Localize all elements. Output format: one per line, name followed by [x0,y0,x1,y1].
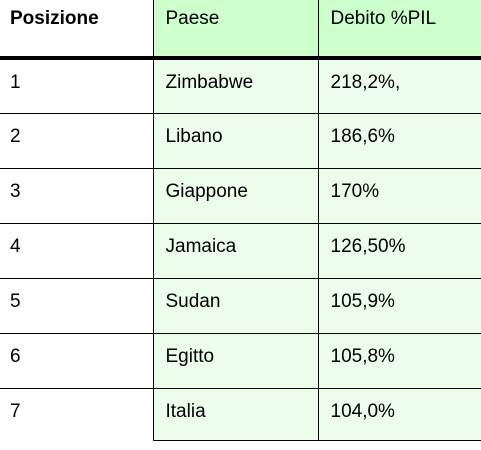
table-row: 3 Giappone 170% [0,167,481,223]
cell-debt: 126,50% [317,222,481,278]
cell-country: Egitto [152,332,318,388]
cell-position: 4 [0,222,153,278]
header-country: Paese [152,0,318,60]
cell-country: Libano [152,112,318,168]
table-row: 4 Jamaica 126,50% [0,222,481,278]
header-debt: Debito %PIL [317,0,481,60]
table-row: 7 Italia 104,0% [0,387,481,441]
cell-country: Italia [152,387,318,441]
cell-position: 1 [10,72,21,93]
cell-position: 5 [0,277,153,333]
table-row: 2 Libano 186,6% [0,112,481,168]
header-row: Posizione Paese Debito %PIL [0,0,481,60]
table-row: 5 Sudan 105,9% [0,277,481,333]
cell-debt: 105,8% [317,332,481,388]
cell-debt: 170% [317,167,481,223]
cell-country: Jamaica [152,222,318,278]
cell-debt: 186,6% [317,112,481,168]
cell-position: 7 [0,387,153,440]
cell-debt: 105,9% [317,277,481,333]
cell-debt: 218,2%, [317,58,481,113]
cell-country: Giappone [152,167,318,223]
cell-position: 3 [0,167,153,223]
cell-position: 2 [0,112,153,168]
table-body: 1 Zimbabwe 218,2%, 2 Libano 186,6% 3 Gia… [0,58,481,441]
cell-country: Sudan [152,277,318,333]
cell-country: Zimbabwe [152,58,318,113]
table-header: Posizione Paese Debito %PIL [0,0,481,60]
table-row: 6 Egitto 105,8% [0,332,481,388]
header-position: Posizione [0,0,153,60]
cell-position: 6 [0,332,153,388]
table-row: 1 Zimbabwe 218,2%, [0,58,481,113]
cell-debt: 104,0% [317,387,481,441]
